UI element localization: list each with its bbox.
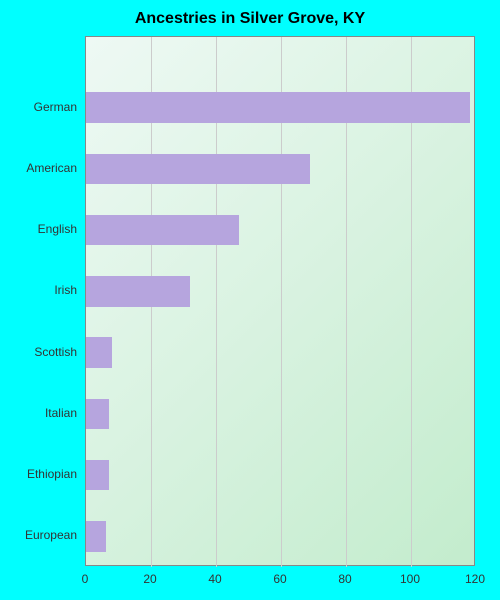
y-tick-label: German xyxy=(0,100,77,114)
bar xyxy=(86,337,112,368)
bar xyxy=(86,215,239,246)
y-tick-label: Irish xyxy=(0,283,77,297)
plot-area xyxy=(85,36,475,566)
bar xyxy=(86,154,310,185)
page-background: Ancestries in Silver Grove, KY City-Data… xyxy=(0,0,500,600)
x-tick-label: 120 xyxy=(465,572,485,586)
x-tick-label: 100 xyxy=(400,572,420,586)
y-tick-label: American xyxy=(0,161,77,175)
bar xyxy=(86,276,190,307)
bar xyxy=(86,399,109,430)
x-tick-label: 40 xyxy=(208,572,221,586)
y-tick-label: Scottish xyxy=(0,345,77,359)
bar xyxy=(86,460,109,491)
y-tick-label: European xyxy=(0,528,77,542)
bar xyxy=(86,92,470,123)
y-tick-label: Italian xyxy=(0,406,77,420)
x-tick-label: 20 xyxy=(143,572,156,586)
x-tick-label: 60 xyxy=(273,572,286,586)
bar xyxy=(86,521,106,552)
x-tick-label: 80 xyxy=(338,572,351,586)
y-tick-label: English xyxy=(0,222,77,236)
y-tick-label: Ethiopian xyxy=(0,467,77,481)
chart-title: Ancestries in Silver Grove, KY xyxy=(0,10,500,28)
x-tick-label: 0 xyxy=(82,572,89,586)
